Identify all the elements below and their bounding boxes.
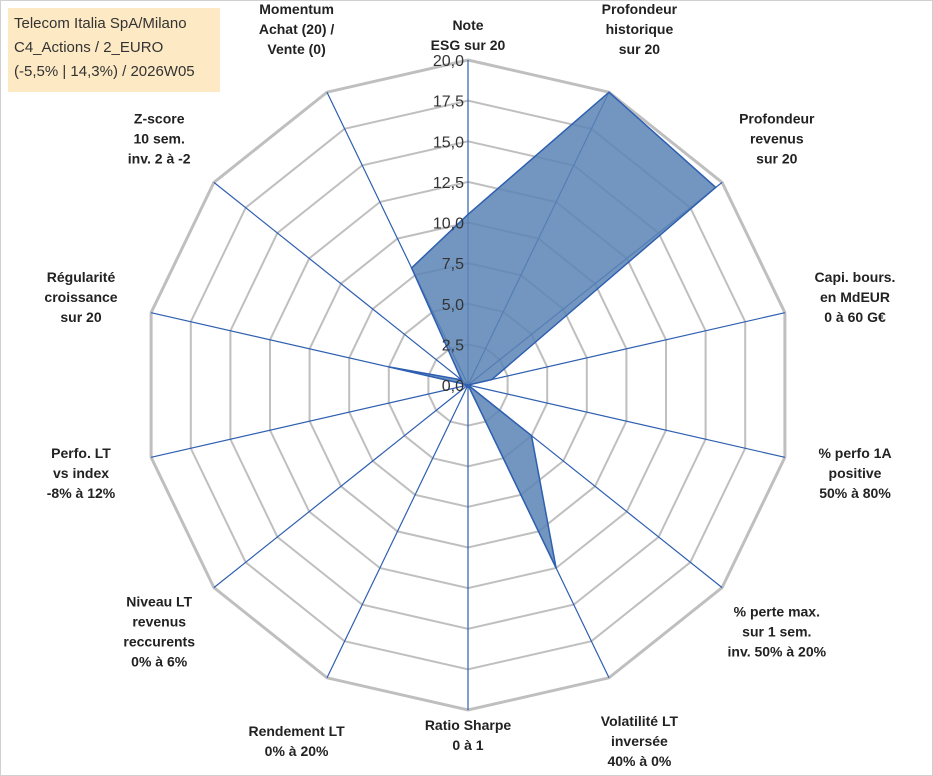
axis-label-line: inversée <box>611 733 668 749</box>
axis-label-line: Rendement LT <box>248 723 345 739</box>
info-line-3: (-5,5% | 14,3%) / 2026W05 <box>14 63 195 80</box>
axis-spoke-5 <box>467 384 786 458</box>
axis-label-14: Momentum Achat (20) / Vente (0) <box>259 1 335 57</box>
series-area <box>388 91 717 569</box>
axis-label-line: reccurents <box>123 633 195 649</box>
axis-label-line: vs index <box>53 465 109 481</box>
info-line-2: C4_Actions / 2_EURO <box>14 39 164 56</box>
axis-label-4: Capi. bours. en MdEUR 0 à 60 G€ <box>815 269 896 325</box>
axis-label-line: Capi. bours. <box>815 269 896 285</box>
axis-label-6: % perte max. sur 1 sem. inv. 50% à 20% <box>728 603 827 659</box>
tick-label-5: 12,5 <box>433 175 464 192</box>
axis-label-line: 0 à 1 <box>452 737 483 753</box>
axis-label-line: 50% à 80% <box>819 485 891 501</box>
axis-label-line: Profondeur <box>602 1 678 17</box>
axis-label-line: revenus <box>750 131 804 147</box>
tick-label-4: 10,0 <box>433 216 464 233</box>
axis-label-5: % perfo 1A positive 50% à 80% <box>818 445 891 501</box>
axis-label-line: revenus <box>132 613 186 629</box>
axis-label-line: ESG sur 20 <box>431 37 506 53</box>
tick-label-8: 20,0 <box>433 53 464 70</box>
axis-label-12: Régularité croissance sur 20 <box>44 269 117 325</box>
axis-label-line: Z-score <box>134 111 185 127</box>
axis-label-line: Achat (20) / <box>259 21 335 37</box>
axis-label-line: sur 20 <box>60 309 101 325</box>
axis-label-line: 0% à 6% <box>131 653 188 669</box>
tick-label-3: 7,5 <box>442 256 464 273</box>
axis-label-line: 0% à 20% <box>265 743 329 759</box>
axis-label-line: Momentum <box>259 1 334 17</box>
axis-spoke-4 <box>467 312 786 386</box>
tick-label-0: 0,0 <box>442 378 464 395</box>
axis-label-line: Perfo. LT <box>51 445 111 461</box>
axis-label-line: Vente (0) <box>267 41 325 57</box>
axis-label-8: Ratio Sharpe 0 à 1 <box>425 717 512 753</box>
axis-label-line: historique <box>606 21 674 37</box>
axis-label-line: 40% à 0% <box>607 753 671 769</box>
axis-spoke-13 <box>213 181 469 386</box>
axis-spoke-11 <box>150 384 469 458</box>
axis-label-line: 10 sem. <box>134 131 185 147</box>
axis-label-line: 0 à 60 G€ <box>824 309 886 325</box>
info-box: Telecom Italia SpA/Milano C4_Actions / 2… <box>8 8 220 92</box>
axis-label-line: inv. 2 à -2 <box>128 151 191 167</box>
axis-label-line: Régularité <box>47 269 116 285</box>
axis-label-line: Profondeur <box>739 111 815 127</box>
info-line-1: Telecom Italia SpA/Milano <box>14 15 187 32</box>
axis-label-line: sur 20 <box>619 41 660 57</box>
axis-label-7: Volatilité LT inversée 40% à 0% <box>601 713 679 769</box>
axis-label-2: Profondeur historique sur 20 <box>602 1 678 57</box>
tick-layer: 0,0 2,5 5,0 7,5 10,0 12,5 15,0 17,5 20,0 <box>433 53 464 395</box>
axis-label-line: en MdEUR <box>820 289 890 305</box>
series-layer <box>388 91 717 569</box>
axis-label-line: positive <box>829 465 882 481</box>
axis-label-10: Niveau LT revenus reccurents 0% à 6% <box>123 593 195 669</box>
axis-label-line: % perfo 1A <box>818 445 891 461</box>
label-layer: Note ESG sur 20 Profondeur historique sur 20… <box>44 1 895 769</box>
axis-label-line: sur 20 <box>756 151 797 167</box>
axis-label-line: -8% à 12% <box>47 485 116 501</box>
axis-label-line: sur 1 sem. <box>742 623 811 639</box>
axis-label-line: Note <box>452 17 483 33</box>
axis-label-line: croissance <box>44 289 117 305</box>
tick-label-1: 2,5 <box>442 337 464 354</box>
axis-label-line: Ratio Sharpe <box>425 717 512 733</box>
axis-spoke-10 <box>213 384 469 589</box>
axis-label-line: Niveau LT <box>126 593 192 609</box>
tick-label-6: 15,0 <box>433 134 464 151</box>
axis-label-1: Note ESG sur 20 <box>431 17 506 53</box>
axis-label-13: Z-score 10 sem. inv. 2 à -2 <box>128 111 191 167</box>
axis-spoke-9 <box>326 384 469 679</box>
axis-label-3: Profondeur revenus sur 20 <box>739 111 815 167</box>
tick-label-2: 5,0 <box>442 297 464 314</box>
axis-label-9: Rendement LT 0% à 20% <box>248 723 345 759</box>
axis-label-11: Perfo. LT vs index -8% à 12% <box>47 445 116 501</box>
axis-label-line: Volatilité LT <box>601 713 679 729</box>
tick-label-7: 17,5 <box>433 94 464 111</box>
axis-label-line: inv. 50% à 20% <box>728 643 827 659</box>
axis-label-line: % perte max. <box>734 603 820 619</box>
